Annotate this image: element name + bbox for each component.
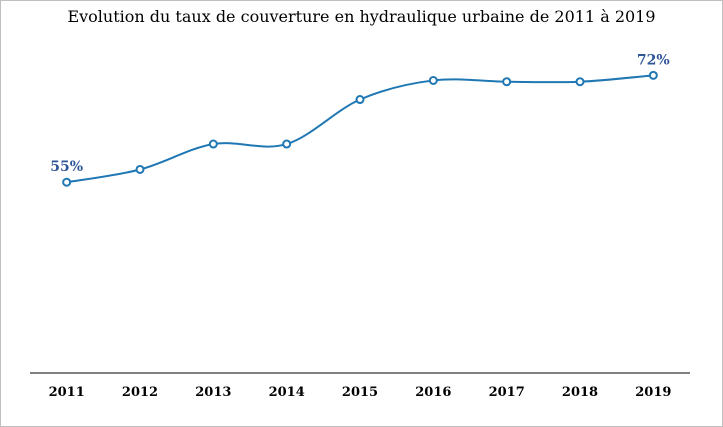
x-tick-label-2018: 2018	[562, 385, 598, 400]
x-tick-label-2017: 2017	[489, 385, 525, 400]
line-chart: 2011 2012 2013 2014 2015 2016 2017 2018 2019 55%…	[0, 0, 723, 427]
x-tick-labels: 2011 2012 2013 2014 2015 2016 2017 2018 2019	[49, 385, 672, 400]
x-tick-label-2016: 2016	[415, 385, 451, 400]
x-tick-label-2013: 2013	[195, 385, 231, 400]
data-labels: 55% 72%	[50, 52, 669, 175]
data-point-2012	[137, 166, 144, 173]
x-tick-label-2011: 2011	[49, 385, 85, 400]
x-tick-label-2012: 2012	[122, 385, 158, 400]
data-point-2016	[430, 77, 437, 84]
data-label-2019: 72%	[637, 52, 670, 68]
data-point-2019	[650, 72, 657, 79]
x-tick-label-2014: 2014	[269, 385, 305, 400]
series-layer	[63, 72, 657, 186]
data-point-2017	[503, 78, 510, 85]
data-point-2011	[63, 179, 70, 186]
x-tick-label-2015: 2015	[342, 385, 378, 400]
data-point-2013	[210, 141, 217, 148]
data-point-2018	[577, 78, 584, 85]
data-point-2014	[283, 141, 290, 148]
x-tick-label-2019: 2019	[635, 385, 671, 400]
series-line	[67, 75, 654, 182]
data-label-2011: 55%	[50, 159, 83, 175]
data-point-2015	[357, 96, 364, 103]
